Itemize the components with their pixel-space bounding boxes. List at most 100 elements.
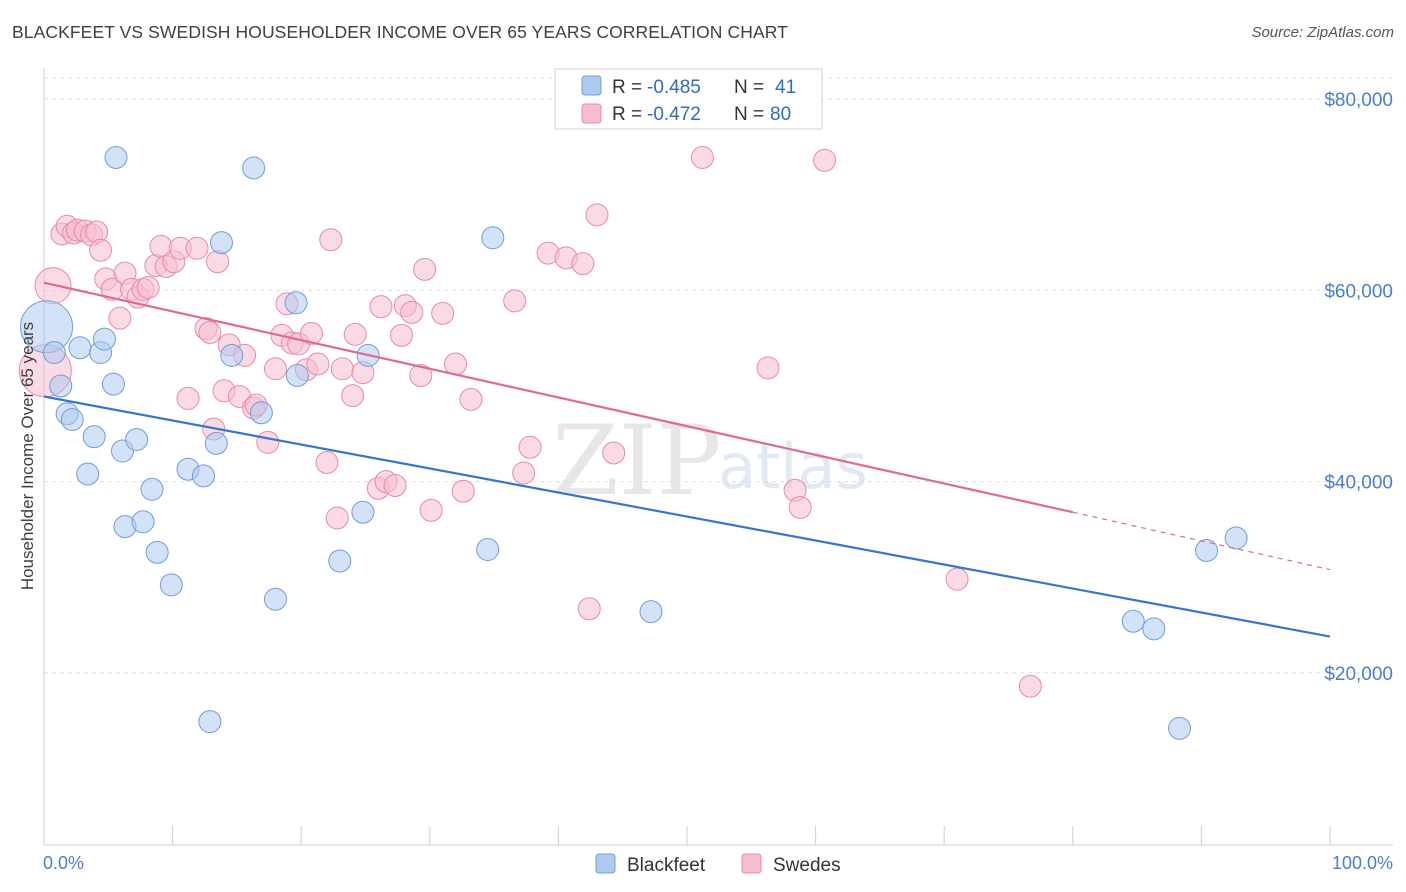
- point-swedes: [330, 357, 354, 381]
- bottom-legend-label-swedes: Swedes: [773, 855, 841, 876]
- source-label: Source: ZipAtlas.com: [1251, 24, 1394, 41]
- point-blackfeet: [1168, 716, 1192, 740]
- legend-swatch-blackfeet: [581, 75, 602, 96]
- legend-box: R = -0.485 N = 41 R = -0.472 N = 80: [554, 68, 823, 130]
- point-blackfeet: [285, 363, 309, 387]
- trend-line-swedes-extrapolated: [1072, 511, 1331, 571]
- point-swedes: [256, 430, 280, 454]
- point-blackfeet: [1142, 617, 1166, 641]
- point-blackfeet: [481, 226, 505, 250]
- point-blackfeet: [191, 464, 215, 488]
- point-swedes: [431, 301, 455, 325]
- point-swedes: [756, 356, 780, 380]
- y-tick-labels: $20,000 $40,000 $60,000 $80,000: [1324, 90, 1393, 685]
- point-swedes: [185, 236, 209, 260]
- point-swedes: [409, 363, 433, 387]
- bottom-legend: Blackfeet Swedes: [595, 853, 841, 876]
- point-swedes: [198, 320, 222, 344]
- point-swedes: [108, 306, 132, 330]
- point-swedes: [813, 148, 837, 172]
- point-swedes: [577, 597, 601, 621]
- point-blackfeet: [131, 510, 155, 534]
- bottom-legend-swatch-swedes: [741, 853, 762, 874]
- point-swedes: [451, 479, 475, 503]
- point-blackfeet: [159, 573, 183, 597]
- point-blackfeet: [60, 407, 84, 431]
- legend-swatch-swedes: [581, 103, 602, 124]
- point-blackfeet: [209, 231, 233, 255]
- point-blackfeet: [101, 372, 125, 396]
- legend-r-value-swedes: -0.472: [647, 104, 701, 125]
- trend-lines: [43, 281, 1331, 638]
- point-swedes: [369, 295, 393, 319]
- legend-n-value-blackfeet: 41: [775, 77, 796, 98]
- point-swedes: [945, 567, 969, 591]
- point-blackfeet: [1224, 526, 1248, 550]
- point-swedes: [263, 357, 287, 381]
- point-swedes: [343, 322, 367, 346]
- point-swedes: [299, 321, 323, 345]
- point-swedes: [206, 250, 230, 274]
- point-swedes: [325, 506, 349, 530]
- point-swedes: [503, 289, 527, 313]
- y-tick-label: $80,000: [1324, 90, 1393, 111]
- bottom-legend-label-blackfeet: Blackfeet: [627, 855, 706, 876]
- point-blackfeet: [42, 341, 66, 365]
- point-blackfeet: [104, 145, 128, 169]
- point-swedes: [602, 441, 626, 465]
- point-blackfeet: [140, 477, 164, 501]
- point-swedes: [518, 435, 542, 459]
- y-tick-label: $60,000: [1324, 281, 1393, 302]
- point-blackfeet: [328, 549, 352, 573]
- point-blackfeet: [198, 710, 222, 734]
- point-blackfeet: [263, 587, 287, 611]
- point-blackfeet: [204, 431, 228, 455]
- point-blackfeet: [82, 425, 106, 449]
- point-blackfeet: [242, 156, 266, 180]
- point-blackfeet: [68, 336, 92, 360]
- watermark-zip: ZIP: [552, 405, 721, 517]
- point-blackfeet: [351, 500, 375, 524]
- legend-n-label-swedes: N =: [734, 104, 764, 125]
- point-swedes: [413, 257, 437, 281]
- point-swedes: [571, 252, 595, 276]
- point-swedes: [512, 461, 536, 485]
- legend-n-value-swedes: 80: [770, 104, 791, 125]
- point-blackfeet: [476, 538, 500, 562]
- point-blackfeet: [125, 428, 149, 452]
- x-axis-ticks: [43, 826, 1331, 845]
- point-swedes: [788, 495, 812, 519]
- point-blackfeet: [1121, 609, 1145, 633]
- point-swedes: [306, 352, 330, 376]
- y-tick-label: $20,000: [1324, 664, 1393, 685]
- point-blackfeet: [76, 462, 100, 486]
- y-tick-label: $40,000: [1324, 473, 1393, 494]
- legend-r-label-swedes: R =: [612, 104, 642, 125]
- point-blackfeet: [145, 540, 169, 564]
- point-blackfeet: [49, 374, 73, 398]
- bottom-legend-swatch-blackfeet: [595, 853, 616, 874]
- chart-title: BLACKFEET VS SWEDISH HOUSEHOLDER INCOME …: [12, 22, 788, 42]
- point-swedes: [176, 386, 200, 410]
- point-blackfeet: [284, 291, 308, 315]
- point-blackfeet: [220, 343, 244, 367]
- series-swedes: [18, 145, 1042, 698]
- point-blackfeet: [92, 327, 116, 351]
- point-blackfeet: [1195, 538, 1219, 562]
- point-swedes: [690, 145, 714, 169]
- point-swedes: [383, 473, 407, 497]
- point-swedes: [136, 276, 160, 300]
- trend-line-blackfeet: [43, 395, 1331, 638]
- point-blackfeet: [639, 600, 663, 624]
- point-blackfeet: [249, 401, 273, 425]
- x-tick-label-max: 100.0%: [1332, 853, 1393, 873]
- point-swedes: [315, 451, 339, 474]
- y-axis-label: Householder Income Over 65 years: [18, 322, 37, 590]
- legend-n-label-blackfeet: N =: [734, 77, 764, 98]
- point-swedes: [459, 387, 483, 411]
- x-tick-label-min: 0.0%: [43, 853, 84, 873]
- point-swedes: [319, 228, 343, 252]
- point-swedes: [89, 238, 113, 262]
- legend-r-label-blackfeet: R =: [612, 77, 642, 98]
